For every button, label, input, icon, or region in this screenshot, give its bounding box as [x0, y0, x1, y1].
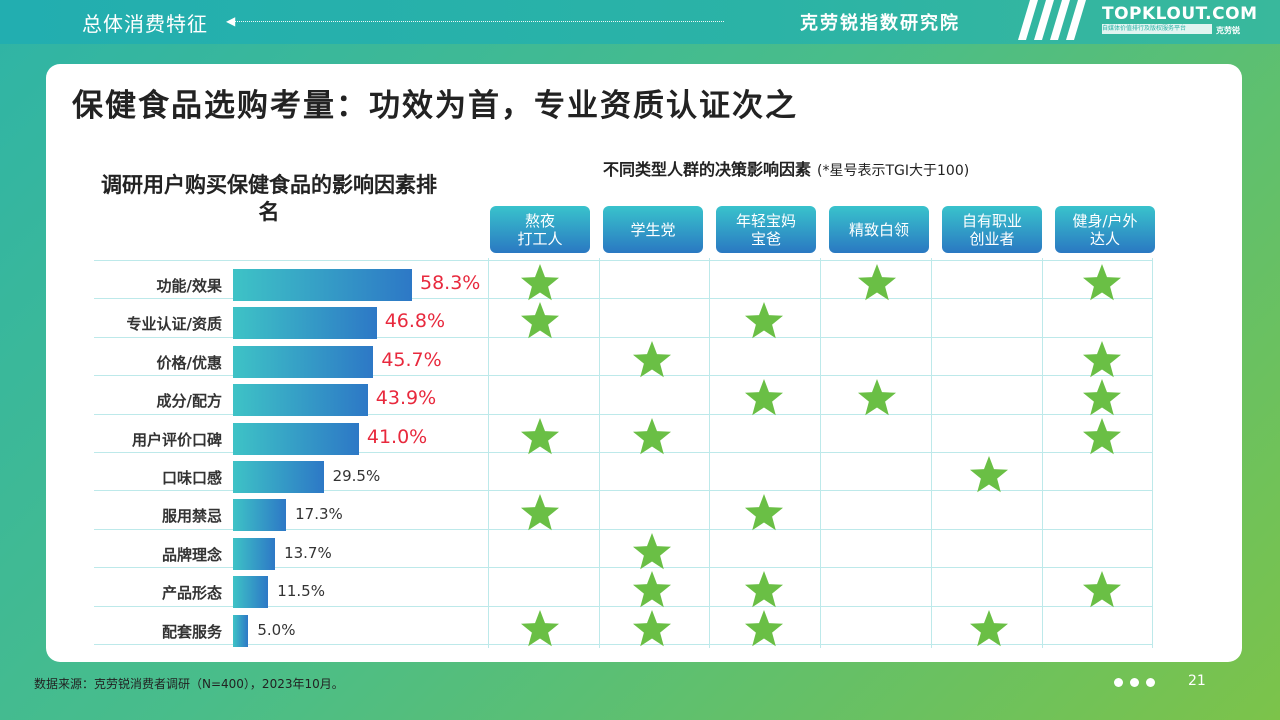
header-divider	[232, 21, 724, 22]
star-icon	[521, 609, 559, 646]
column-divider	[598, 258, 600, 648]
pagination-dot	[1114, 678, 1123, 687]
star-icon	[1083, 379, 1121, 416]
data-label: 58.3%	[420, 272, 481, 294]
section-title: 总体消费特征	[82, 12, 208, 36]
bar	[233, 614, 249, 647]
factor-label: 品牌理念	[161, 545, 222, 564]
grid-line	[94, 644, 1152, 645]
data-label: 29.5%	[332, 467, 381, 485]
data-label: 5.0%	[257, 620, 296, 639]
page-number: 21	[1188, 673, 1206, 689]
data-label: 46.8%	[384, 310, 446, 333]
group-header: 熬夜 打工人	[490, 206, 590, 253]
grid-line	[94, 260, 1152, 261]
star-icon	[633, 609, 671, 646]
grid-line	[94, 606, 1152, 607]
column-divider	[1152, 258, 1154, 648]
grid-line	[94, 490, 1152, 491]
brand-stripes-logo	[1018, 0, 1086, 40]
data-label: 13.7%	[284, 543, 332, 562]
group-header: 健身/户外 达人	[1055, 206, 1155, 253]
star-icon	[1083, 417, 1121, 454]
grid-line	[94, 452, 1152, 453]
data-source: 数据来源：克劳锐消费者调研（N=400），2023年10月。	[34, 677, 344, 691]
star-icon	[1083, 340, 1121, 377]
bar	[233, 422, 359, 455]
factor-label: 成分/配方	[156, 392, 222, 411]
bar	[233, 461, 324, 493]
bar	[233, 384, 368, 417]
brand-name-cn: 克劳锐指数研究院	[800, 13, 960, 34]
group-header: 自有职业 创业者	[942, 206, 1042, 253]
data-label: 41.0%	[366, 425, 428, 448]
group-header: 学生党	[603, 206, 703, 253]
column-divider	[930, 258, 932, 648]
grid-line	[94, 414, 1152, 415]
grid-line	[94, 298, 1152, 299]
arrow-left-icon: ◀	[226, 14, 236, 28]
brand-name-en: TOPKLOUT.COM	[1102, 4, 1258, 24]
factor-label: 功能/效果	[156, 277, 222, 295]
star-icon	[1083, 571, 1121, 608]
grid-line	[94, 567, 1152, 568]
star-icon	[745, 571, 783, 608]
data-label: 17.3%	[295, 505, 343, 524]
data-label: 43.9%	[375, 387, 437, 410]
bar	[233, 537, 276, 570]
grid-line	[94, 337, 1152, 338]
group-header: 年轻宝妈 宝爸	[716, 206, 816, 253]
star-icon	[1083, 264, 1121, 301]
factor-label: 价格/优惠	[156, 353, 222, 372]
column-divider	[709, 258, 711, 648]
column-divider	[1041, 258, 1043, 648]
table-title-text: 不同类型人群的决策影响因素	[603, 160, 812, 179]
star-icon	[633, 340, 671, 377]
brand-name-small: 克劳锐	[1216, 26, 1240, 35]
column-divider	[488, 258, 489, 648]
star-icon	[858, 379, 896, 416]
pagination-dot	[1130, 678, 1139, 687]
star-icon	[858, 264, 896, 301]
star-icon	[745, 379, 783, 416]
star-icon	[521, 494, 559, 531]
grid-line	[94, 529, 1152, 530]
page-title: 保健食品选购考量：功效为首，专业资质认证次之	[72, 88, 798, 124]
factor-label: 产品形态	[161, 584, 222, 603]
factor-label: 口味口感	[161, 469, 222, 487]
pagination-dot	[1146, 678, 1155, 687]
bar	[233, 269, 412, 301]
bar	[233, 576, 269, 609]
data-label: 11.5%	[277, 582, 325, 601]
grid-line	[94, 375, 1152, 376]
star-icon	[745, 609, 783, 646]
star-icon	[970, 456, 1008, 493]
bar-chart-title: 调研用户购买保健食品的影响因素排名	[101, 173, 437, 224]
data-label: 45.7%	[381, 348, 442, 371]
bar	[233, 307, 377, 340]
group-header: 精致白领	[829, 206, 929, 253]
star-icon	[633, 417, 671, 454]
table-note: (*星号表示TGI大于100)	[817, 163, 970, 179]
star-icon	[745, 494, 783, 531]
bar	[233, 499, 287, 532]
star-icon	[970, 609, 1008, 646]
bar	[233, 345, 374, 378]
star-icon	[633, 571, 671, 608]
factor-label: 专业认证/资质	[126, 315, 222, 334]
column-divider	[820, 258, 822, 648]
star-icon	[633, 532, 671, 569]
factor-label: 用户评价口碑	[131, 430, 222, 449]
factor-label: 服用禁忌	[161, 507, 222, 526]
factor-label: 配套服务	[161, 622, 222, 641]
star-icon	[521, 417, 559, 454]
table-title: 不同类型人群的决策影响因素 (*星号表示TGI大于100)	[603, 156, 969, 180]
star-icon	[521, 264, 559, 301]
brand-tagline: 自媒体价值排行及版权服务平台	[1102, 24, 1212, 34]
star-icon	[745, 302, 783, 339]
star-icon	[521, 302, 559, 339]
